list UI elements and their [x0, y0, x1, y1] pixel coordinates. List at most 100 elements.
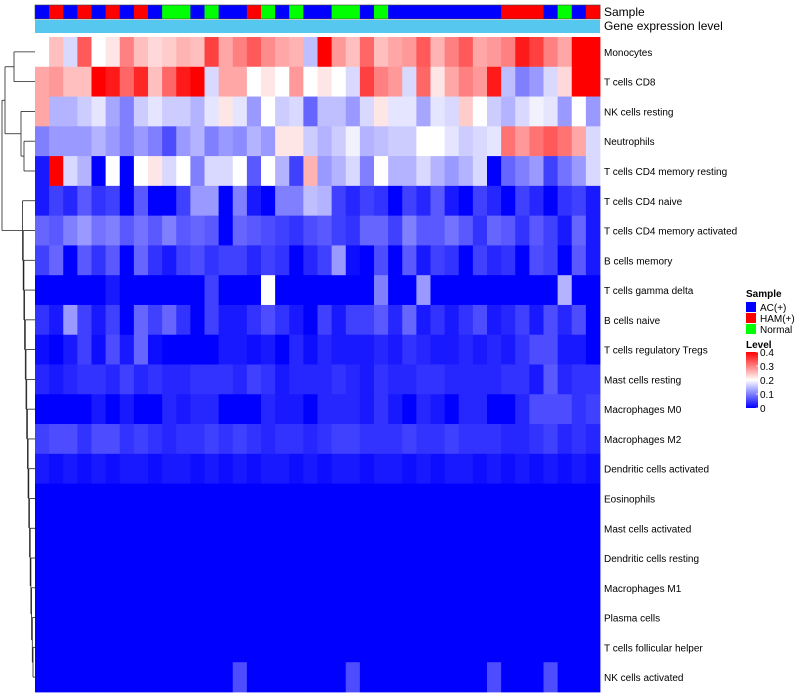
heatmap-cell	[430, 394, 446, 425]
row-label: Macrophages M0	[604, 405, 682, 416]
heatmap-cell	[585, 37, 601, 68]
heatmap-cell	[416, 304, 431, 336]
heatmap-cell	[557, 96, 573, 127]
heatmap-cell	[458, 156, 474, 187]
heatmap-cell	[557, 424, 573, 455]
heatmap-cell	[218, 126, 234, 157]
heatmap-cell	[557, 66, 573, 97]
heatmap-cell	[49, 126, 64, 157]
heatmap-cell	[49, 602, 64, 633]
heatmap-cell	[35, 572, 50, 604]
heatmap-cell	[35, 156, 50, 187]
heatmap-cell	[317, 572, 333, 604]
heatmap-cell	[388, 66, 403, 97]
heatmap-cell	[331, 37, 347, 68]
heatmap-cell	[487, 126, 502, 157]
heatmap-cell	[444, 215, 460, 246]
heatmap-cell	[275, 483, 290, 514]
heatmap-cell	[35, 215, 50, 246]
heatmap-cell	[261, 126, 276, 157]
heatmap-cell	[515, 215, 530, 246]
heatmap-cell	[232, 364, 248, 395]
heatmap-cell	[35, 424, 50, 455]
heatmap-cell	[571, 543, 587, 574]
heatmap-cell	[162, 156, 177, 187]
heatmap-cell	[557, 334, 573, 365]
heatmap-cell	[331, 424, 347, 455]
heatmap-cell	[430, 572, 446, 604]
heatmap-cell	[557, 37, 573, 68]
heatmap-cell	[472, 96, 488, 127]
heatmap-cell	[515, 394, 530, 425]
heatmap-cell	[232, 572, 248, 604]
heatmap-cell	[119, 37, 135, 68]
heatmap-cell	[472, 394, 488, 425]
heatmap-cell	[148, 66, 163, 97]
heatmap-cell	[345, 424, 361, 455]
heatmap-cell	[416, 215, 431, 246]
heatmap-cell	[458, 513, 474, 544]
heatmap-cell	[374, 334, 389, 365]
heatmap-cell	[289, 572, 304, 604]
sample-annotation-cell	[204, 5, 220, 19]
sample-annotation-cell	[176, 5, 191, 19]
heatmap-cell	[133, 662, 149, 693]
sample-annotation-cell	[501, 5, 516, 19]
heatmap-cell	[416, 334, 431, 365]
heatmap-cell	[133, 572, 149, 604]
heatmap-cell	[133, 304, 149, 336]
heatmap-cell	[374, 424, 389, 455]
track-label-sample: Sample	[604, 5, 645, 19]
heatmap-cell	[444, 364, 460, 395]
heatmap-cell	[49, 304, 64, 336]
sample-legend-label: HAM(+)	[760, 314, 795, 325]
heatmap-cell	[162, 453, 177, 484]
heatmap-cell	[529, 185, 544, 217]
heatmap-cell	[458, 572, 474, 604]
heatmap-cell	[388, 662, 403, 693]
heatmap-cell	[345, 662, 361, 693]
heatmap-cell	[35, 66, 50, 97]
heatmap-cell	[585, 304, 601, 336]
heatmap-cell	[458, 424, 474, 455]
heatmap-cell	[501, 245, 516, 276]
heatmap-cell	[345, 96, 361, 127]
sample-annotation-cell	[303, 5, 318, 19]
heatmap-cell	[133, 66, 149, 97]
sample-legend-title: Sample	[746, 289, 782, 300]
heatmap-cell	[557, 513, 573, 544]
heatmap-cell	[501, 513, 516, 544]
heatmap-cell	[232, 424, 248, 455]
heatmap-cell	[303, 453, 318, 484]
heatmap-cell	[317, 662, 333, 693]
heatmap-cell	[388, 483, 403, 514]
heatmap-cell	[91, 543, 107, 574]
heatmap-cell	[162, 245, 177, 276]
heatmap-cell	[289, 453, 304, 484]
heatmap-cell	[416, 483, 431, 514]
heatmap-cell	[571, 394, 587, 425]
heatmap-cell	[444, 156, 460, 187]
heatmap-cell	[388, 572, 403, 604]
heatmap-cell	[275, 602, 290, 633]
heatmap-cell	[133, 632, 149, 663]
heatmap-cell	[261, 156, 276, 187]
heatmap-cell	[571, 275, 587, 306]
heatmap-cell	[105, 185, 121, 217]
heatmap-cell	[557, 602, 573, 633]
heatmap-cell	[472, 304, 488, 336]
heatmap-cell	[529, 513, 544, 544]
heatmap-cell	[472, 275, 488, 306]
heatmap-cell	[515, 483, 530, 514]
heatmap-cell	[176, 334, 191, 365]
heatmap-cell	[35, 483, 50, 514]
heatmap-cell	[218, 602, 234, 633]
heatmap-cell	[63, 483, 78, 514]
heatmap-cell	[331, 245, 347, 276]
heatmap-cell	[232, 37, 248, 68]
heatmap-cell	[345, 572, 361, 604]
row-label: Neutrophils	[604, 137, 655, 148]
heatmap-cell	[91, 126, 107, 157]
heatmap-cell	[35, 453, 50, 484]
heatmap-cell	[472, 156, 488, 187]
